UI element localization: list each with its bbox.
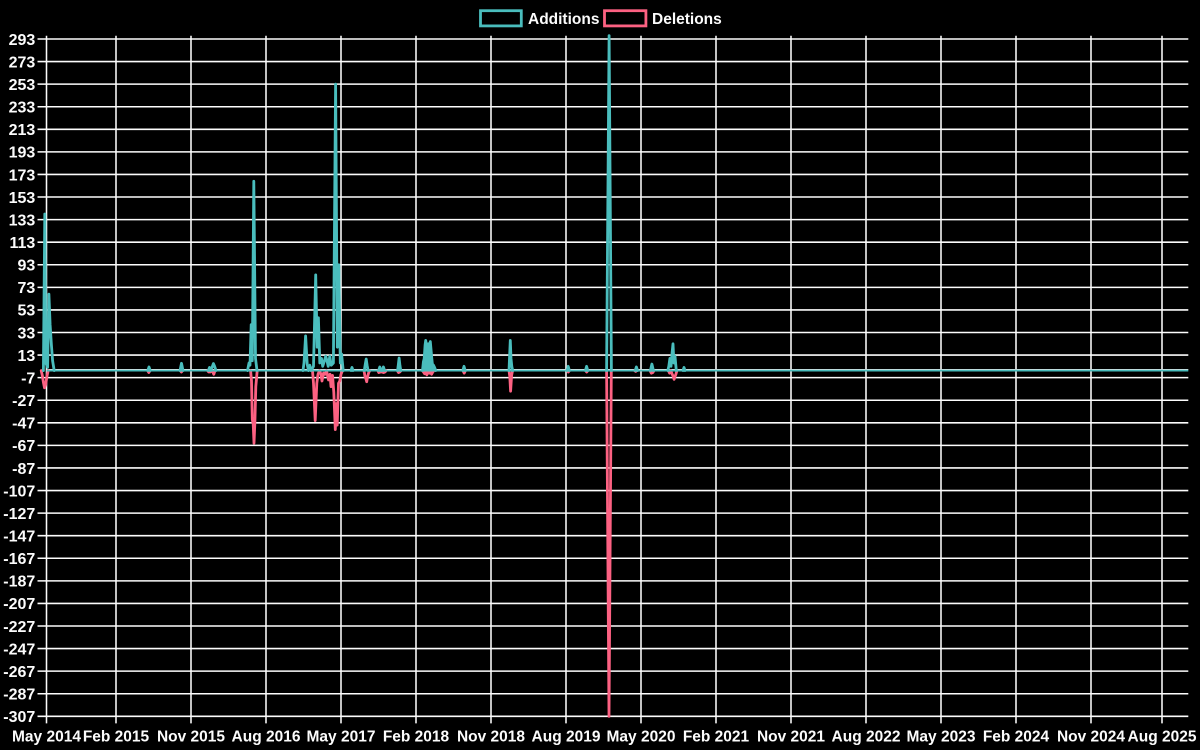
svg-text:Aug 2025: Aug 2025 (1128, 729, 1197, 746)
svg-text:Aug 2016: Aug 2016 (232, 729, 301, 746)
svg-text:113: 113 (9, 235, 35, 252)
svg-text:Aug 2019: Aug 2019 (532, 729, 601, 746)
svg-text:-47: -47 (12, 416, 35, 433)
svg-text:May 2020: May 2020 (607, 729, 676, 746)
svg-text:-207: -207 (3, 596, 35, 613)
svg-text:May 2023: May 2023 (907, 729, 976, 746)
svg-text:133: 133 (9, 212, 36, 229)
svg-text:Additions: Additions (528, 11, 599, 28)
svg-text:-267: -267 (3, 664, 35, 681)
svg-text:Nov 2018: Nov 2018 (457, 729, 525, 746)
svg-text:-87: -87 (12, 461, 35, 478)
svg-text:-7: -7 (21, 370, 35, 387)
svg-text:-107: -107 (3, 483, 35, 500)
svg-text:93: 93 (18, 258, 36, 275)
svg-text:-67: -67 (12, 438, 35, 455)
svg-text:193: 193 (9, 145, 36, 162)
svg-text:May 2014: May 2014 (12, 729, 81, 746)
svg-text:-167: -167 (3, 551, 35, 568)
svg-text:-307: -307 (3, 709, 35, 726)
svg-text:293: 293 (9, 32, 36, 49)
svg-text:213: 213 (9, 122, 36, 139)
svg-text:153: 153 (9, 190, 36, 207)
svg-text:173: 173 (9, 167, 36, 184)
svg-text:Feb 2024: Feb 2024 (983, 729, 1050, 746)
svg-text:-247: -247 (3, 641, 35, 658)
svg-text:Nov 2024: Nov 2024 (1057, 729, 1125, 746)
svg-text:Feb 2015: Feb 2015 (83, 729, 150, 746)
svg-text:Nov 2015: Nov 2015 (157, 729, 225, 746)
svg-text:13: 13 (18, 348, 36, 365)
svg-text:Feb 2021: Feb 2021 (683, 729, 750, 746)
svg-text:73: 73 (18, 280, 36, 297)
svg-text:253: 253 (9, 77, 36, 94)
svg-text:-147: -147 (3, 528, 35, 545)
svg-text:Aug 2022: Aug 2022 (832, 729, 901, 746)
svg-text:Deletions: Deletions (652, 11, 722, 28)
svg-text:Nov 2021: Nov 2021 (757, 729, 825, 746)
svg-text:-187: -187 (3, 574, 35, 591)
svg-text:-27: -27 (12, 393, 35, 410)
svg-text:53: 53 (18, 303, 36, 320)
svg-text:273: 273 (9, 54, 36, 71)
svg-text:May 2017: May 2017 (307, 729, 376, 746)
svg-text:-287: -287 (3, 687, 35, 704)
svg-text:233: 233 (9, 100, 36, 117)
svg-text:Feb 2018: Feb 2018 (383, 729, 450, 746)
svg-text:-227: -227 (3, 619, 35, 636)
svg-text:33: 33 (18, 325, 36, 342)
svg-text:-127: -127 (3, 506, 35, 523)
